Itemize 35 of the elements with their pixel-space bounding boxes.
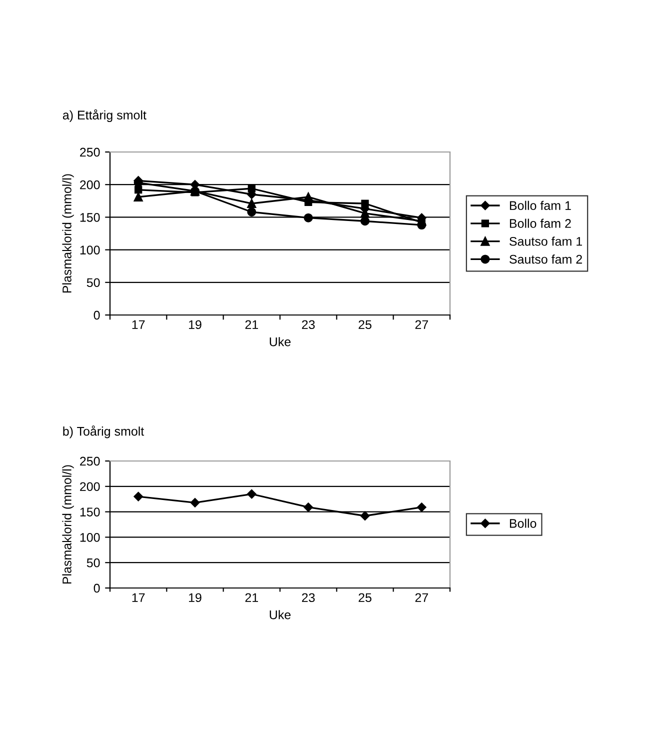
chart-title: b) Toårig smolt <box>63 426 144 438</box>
x-tick-label: 23 <box>302 593 315 602</box>
y-tick-label: 200 <box>80 180 100 190</box>
y-tick-label: 250 <box>80 456 100 466</box>
x-tick-label: 27 <box>415 593 428 602</box>
y-axis-title: Plasmaklorid (mmol/l) <box>62 465 74 584</box>
x-tick-label: 19 <box>189 320 202 330</box>
x-axis-title: Uke <box>270 610 291 620</box>
x-tick-label: 17 <box>132 593 145 602</box>
legend-label: Sautso fam 2 <box>510 254 582 264</box>
x-tick-label: 17 <box>132 320 145 329</box>
y-tick-label: 0 <box>94 584 100 593</box>
x-tick-label: 21 <box>245 320 258 329</box>
legend-label: Sautso fam 1 <box>510 236 582 246</box>
y-tick-label: 0 <box>94 310 100 320</box>
y-tick-label: 200 <box>80 482 100 492</box>
chart-title: a) Ettårig smolt <box>62 109 146 122</box>
x-tick-label: 23 <box>302 320 315 330</box>
y-tick-label: 150 <box>80 213 100 222</box>
legend-label: Bollo <box>510 518 536 528</box>
x-tick-label: 27 <box>415 320 428 329</box>
legend-label: Bollo fam 2 <box>510 218 571 228</box>
x-axis-title: Uke <box>270 337 291 346</box>
x-tick-label: 25 <box>358 593 372 602</box>
y-tick-label: 250 <box>80 148 100 157</box>
y-tick-label: 100 <box>80 246 100 254</box>
y-tick-label: 100 <box>80 533 100 542</box>
y-axis-title: Plasmaklorid (mmol/l) <box>62 174 74 293</box>
y-tick-label: 150 <box>80 508 100 516</box>
y-tick-label: 50 <box>86 278 100 288</box>
y-tick-label: 50 <box>86 558 100 568</box>
x-tick-label: 19 <box>189 593 202 602</box>
x-tick-label: 21 <box>245 593 258 602</box>
legend-label: Bollo fam 1 <box>510 200 571 210</box>
x-tick-label: 25 <box>358 320 372 330</box>
